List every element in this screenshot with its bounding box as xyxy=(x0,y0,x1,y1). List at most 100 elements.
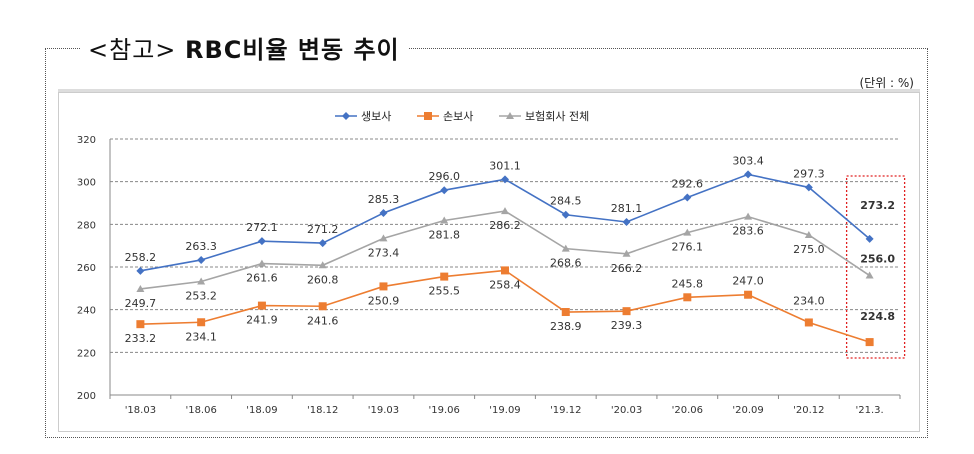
y-tick-label: 320 xyxy=(77,135,96,146)
x-tick-label: '18.09 xyxy=(246,405,277,416)
data-label: 234.1 xyxy=(185,330,217,343)
x-tick-label: '19.09 xyxy=(489,405,520,416)
data-label: 234.0 xyxy=(793,294,825,307)
data-label: 260.8 xyxy=(307,273,339,286)
data-point xyxy=(136,266,145,275)
outer-frame xyxy=(45,48,928,438)
legend-marker xyxy=(342,112,350,120)
data-point xyxy=(683,293,692,302)
data-label: 249.7 xyxy=(125,297,157,310)
data-point xyxy=(136,320,145,329)
data-point xyxy=(501,175,509,184)
data-point xyxy=(501,207,509,215)
x-tick-label: '18.12 xyxy=(307,405,338,416)
data-label: 297.3 xyxy=(793,167,825,180)
x-tick-label: '18.03 xyxy=(125,405,156,416)
data-point xyxy=(804,231,813,238)
legend-label: 손보사 xyxy=(443,110,473,123)
data-label: 281.8 xyxy=(428,228,460,241)
data-label: 241.6 xyxy=(307,314,339,327)
data-point xyxy=(379,234,388,242)
data-label: 272.1 xyxy=(246,221,278,234)
data-label: 258.4 xyxy=(489,278,521,291)
data-point xyxy=(197,318,206,327)
data-label: 245.8 xyxy=(672,277,704,290)
data-label: 247.0 xyxy=(732,275,764,288)
data-point xyxy=(136,284,145,292)
data-point xyxy=(865,338,874,347)
legend-marker xyxy=(424,112,432,120)
data-point xyxy=(561,210,570,219)
data-label: 271.2 xyxy=(307,223,339,236)
data-label: 233.2 xyxy=(125,332,157,345)
legend-marker xyxy=(506,112,514,119)
x-tick-label: '20.06 xyxy=(672,405,703,416)
x-tick-label: '19.12 xyxy=(550,405,581,416)
data-label: 256.0 xyxy=(860,253,895,266)
data-point xyxy=(622,307,631,316)
data-label: 303.4 xyxy=(732,154,764,167)
data-point xyxy=(683,228,692,236)
data-point xyxy=(804,318,813,327)
data-point xyxy=(804,183,813,192)
data-label: 266.2 xyxy=(611,262,643,275)
data-point xyxy=(257,237,266,246)
highlight-box xyxy=(845,175,906,359)
chart-frame xyxy=(58,92,920,432)
data-point xyxy=(501,266,509,275)
x-tick-label: '19.06 xyxy=(429,405,460,416)
data-label: 253.2 xyxy=(185,290,217,303)
data-label: 239.3 xyxy=(611,319,643,332)
data-point xyxy=(318,261,327,269)
data-label: 258.2 xyxy=(125,251,157,264)
x-tick-label: '20.12 xyxy=(793,405,824,416)
data-label: 255.5 xyxy=(428,285,460,298)
data-label: 250.9 xyxy=(368,294,400,307)
data-label: 296.0 xyxy=(428,170,460,183)
data-label: 241.9 xyxy=(246,314,278,327)
page-title: <참고> RBC비율 변동 추이 xyxy=(80,30,408,65)
data-label: 301.1 xyxy=(489,159,521,172)
data-point xyxy=(257,259,266,267)
data-point xyxy=(440,186,449,195)
data-point xyxy=(318,302,327,311)
data-label: 224.8 xyxy=(860,310,895,323)
data-label: 273.2 xyxy=(860,199,895,212)
data-label: 292.6 xyxy=(672,177,704,190)
x-tick-label: '21.3. xyxy=(856,405,884,416)
x-tick-label: '20.03 xyxy=(611,405,642,416)
y-tick-label: 220 xyxy=(77,348,96,359)
legend-label: 생보사 xyxy=(361,110,391,123)
data-point xyxy=(257,301,266,310)
data-point xyxy=(561,308,570,317)
data-label: 275.0 xyxy=(793,243,825,256)
y-tick-label: 280 xyxy=(77,220,96,231)
title-main: RBC비율 변동 추이 xyxy=(185,36,400,64)
data-point xyxy=(683,193,692,202)
x-tick-label: '20.09 xyxy=(732,405,763,416)
data-point xyxy=(865,271,874,279)
data-point xyxy=(379,282,388,291)
data-point xyxy=(379,209,388,218)
data-label: 286.2 xyxy=(489,219,521,232)
x-tick-label: '18.06 xyxy=(185,405,216,416)
data-point xyxy=(622,249,631,257)
data-point xyxy=(744,290,753,299)
x-tick-label: '19.03 xyxy=(368,405,399,416)
y-tick-label: 200 xyxy=(77,391,96,402)
data-point xyxy=(561,244,570,252)
data-point xyxy=(622,217,631,226)
data-point xyxy=(744,170,753,179)
legend-label: 보험회사 전체 xyxy=(525,110,589,123)
data-point xyxy=(440,216,449,224)
data-label: 268.6 xyxy=(550,257,582,270)
unit-label: (단위 : %) xyxy=(859,76,914,90)
data-label: 281.1 xyxy=(611,202,643,215)
data-point xyxy=(318,239,327,248)
data-point xyxy=(744,212,753,220)
y-tick-label: 240 xyxy=(77,306,96,317)
data-label: 261.6 xyxy=(246,272,278,285)
y-tick-label: 300 xyxy=(77,178,96,189)
data-label: 285.3 xyxy=(368,193,400,206)
